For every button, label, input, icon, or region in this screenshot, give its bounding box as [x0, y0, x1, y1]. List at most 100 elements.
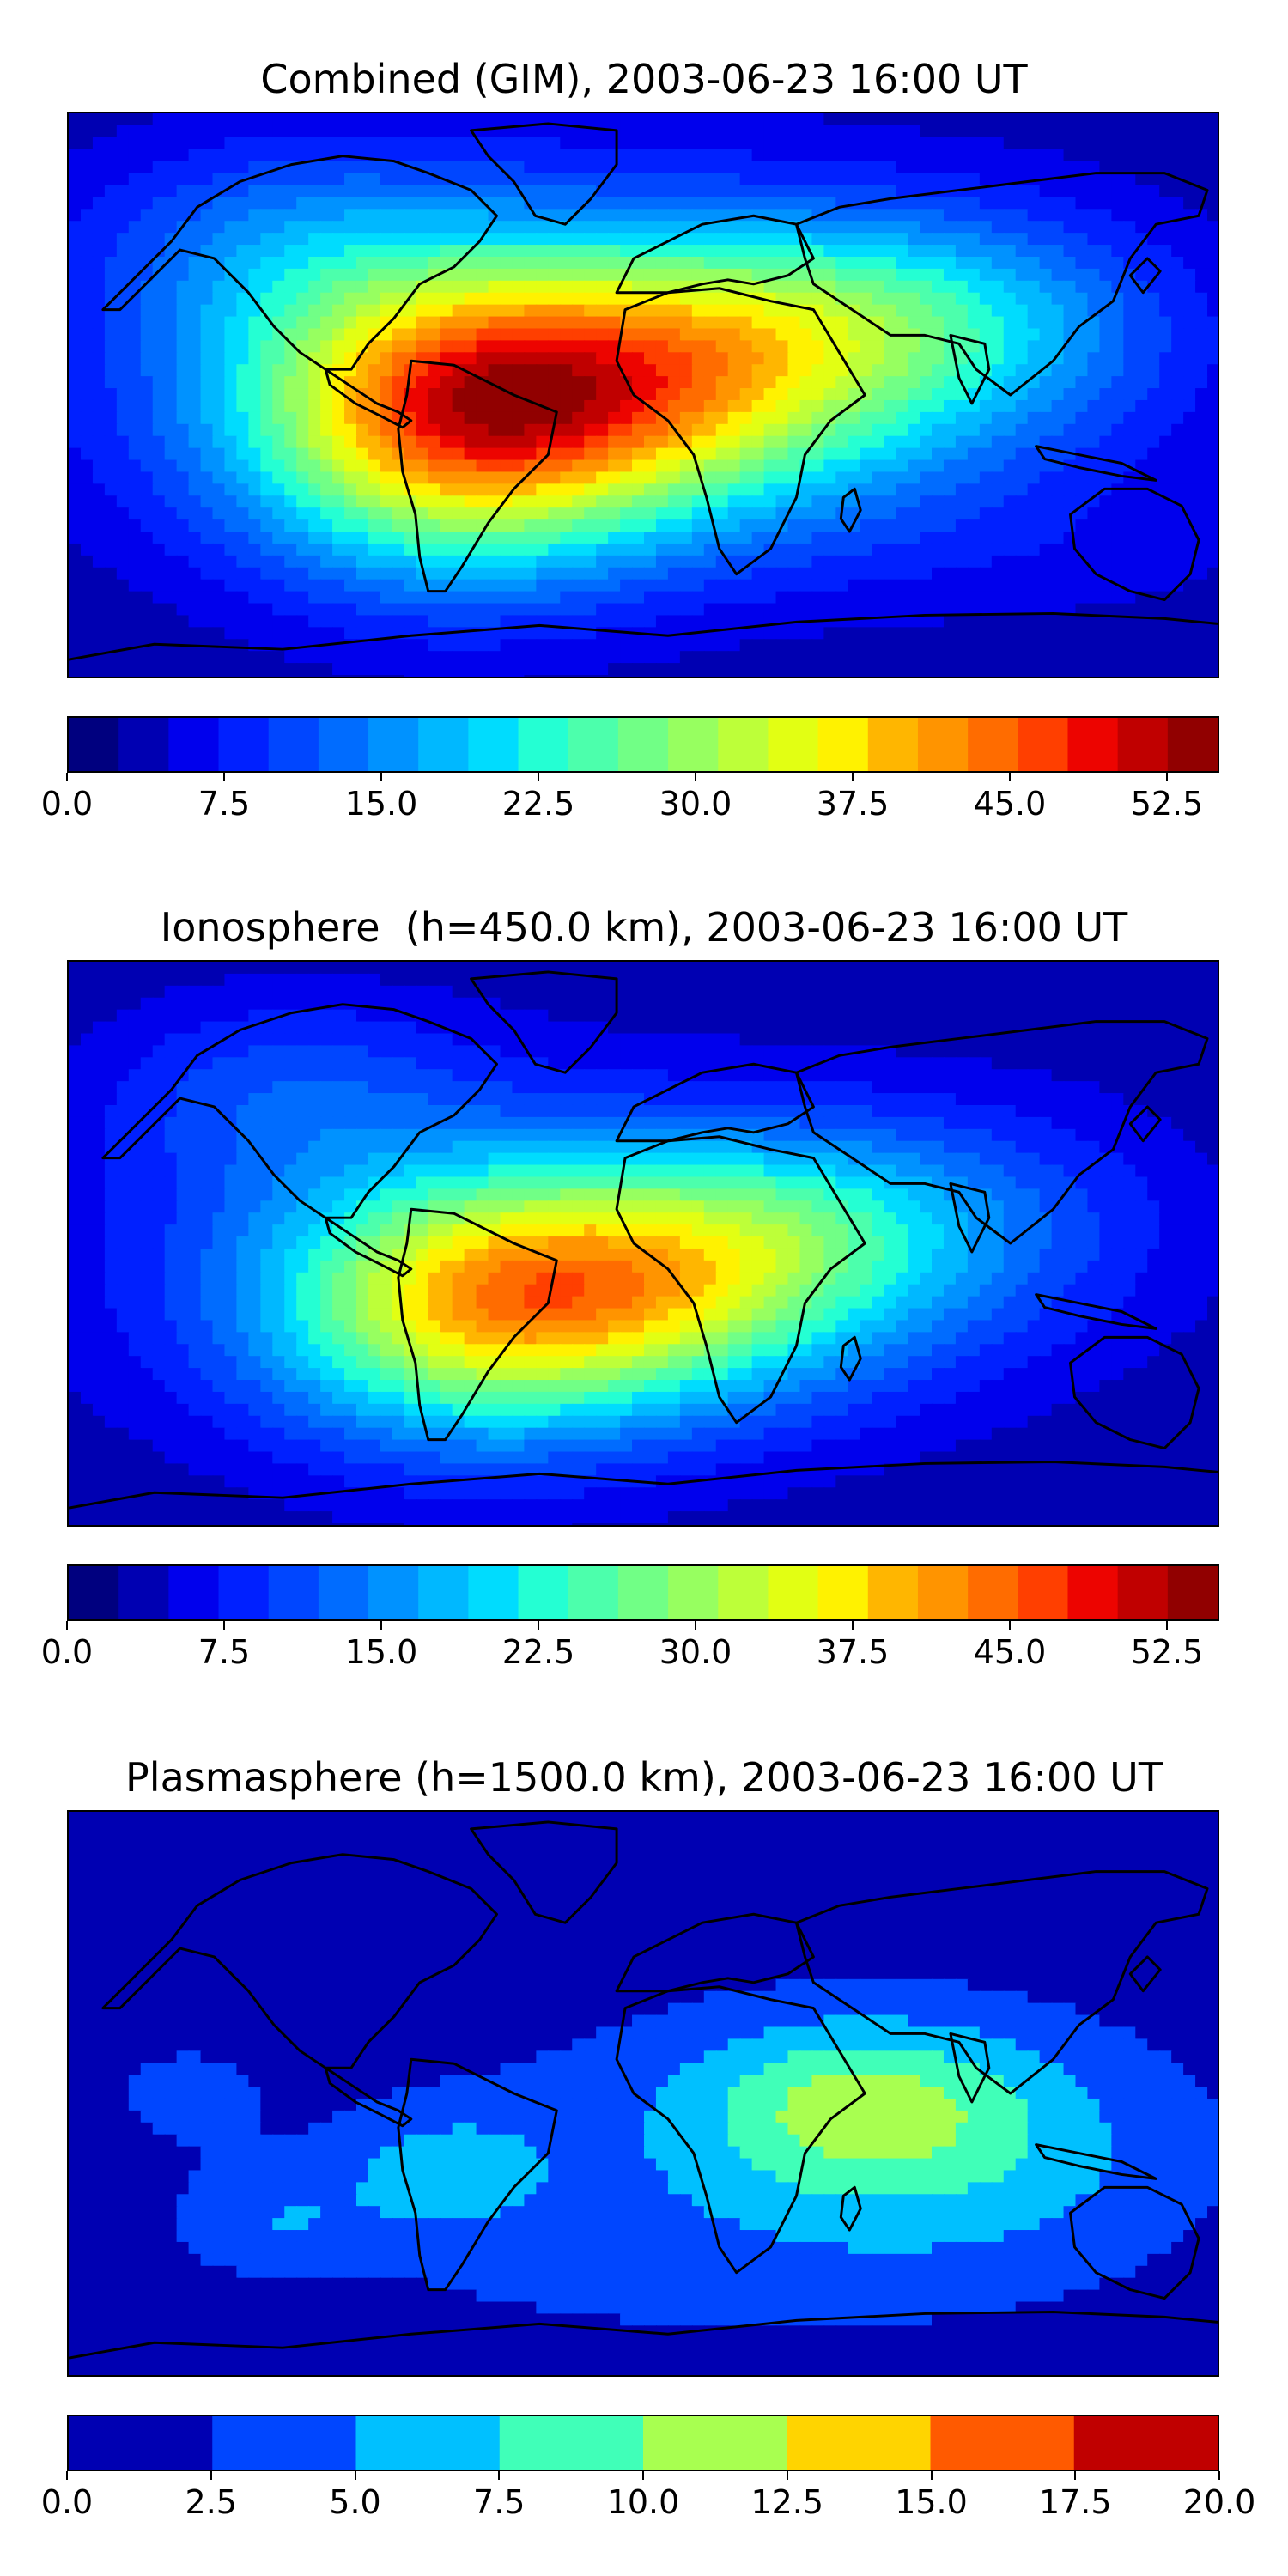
contour-cell: [512, 113, 526, 126]
contour-cell: [272, 627, 286, 641]
contour-cell: [884, 280, 897, 294]
contour-cell: [380, 161, 393, 174]
contour-cell: [104, 364, 118, 378]
contour-cell: [224, 555, 238, 568]
contour-cell: [679, 985, 693, 999]
contour-cell: [500, 532, 513, 544]
contour-cell: [1051, 507, 1065, 521]
contour-cell: [896, 113, 909, 126]
contour-cell: [128, 161, 142, 174]
contour-cell: [884, 185, 897, 198]
contour-cell: [392, 340, 405, 354]
contour-cell: [1123, 663, 1137, 677]
contour-cell: [739, 197, 753, 210]
contour-cell: [811, 495, 825, 509]
contour-cell: [212, 567, 226, 580]
contour-cell: [176, 471, 190, 485]
contour-cell: [380, 340, 393, 354]
contour-cell: [931, 185, 945, 198]
contour-cell: [775, 304, 789, 318]
contour-cell: [200, 675, 214, 677]
contour-cell: [188, 113, 202, 126]
contour-cell: [751, 423, 765, 437]
contour-cell: [200, 125, 214, 138]
contour-cell: [476, 423, 489, 437]
contour-cell: [272, 149, 286, 162]
contour-cell: [212, 328, 226, 342]
contour-cell: [751, 161, 765, 174]
contour-cell: [775, 639, 789, 653]
contour-cell: [908, 985, 921, 999]
contour-cell: [920, 471, 933, 485]
contour-cell: [703, 579, 717, 592]
contour-cell: [608, 471, 622, 485]
contour-cell: [260, 495, 274, 509]
contour-cell: [1111, 125, 1125, 138]
contour-cell: [679, 245, 693, 258]
contour-cell: [1159, 675, 1173, 677]
contour-cell: [236, 675, 250, 677]
contour-cell: [404, 615, 417, 629]
contour-cell: [1075, 532, 1089, 544]
contour-cell: [69, 627, 82, 641]
contour-cell: [655, 149, 669, 162]
contour-cell: [1195, 340, 1209, 354]
contour-cell: [488, 997, 501, 1011]
contour-cell: [1039, 352, 1053, 366]
contour-cell: [344, 125, 357, 138]
contour-cell: [488, 663, 501, 677]
contour-cell: [739, 435, 753, 449]
contour-cell: [1099, 651, 1113, 665]
contour-cell: [392, 639, 405, 653]
contour-cell: [608, 567, 622, 580]
contour-cell: [104, 483, 118, 497]
contour-cell: [1159, 411, 1173, 425]
contour-cell: [464, 340, 477, 354]
contour-cell: [368, 591, 381, 605]
contour-cell: [787, 233, 801, 246]
contour-cell: [1207, 256, 1218, 270]
contour-cell: [560, 340, 574, 354]
contour-cell: [979, 388, 993, 401]
contour-cell: [296, 316, 310, 330]
contour-cell: [835, 388, 849, 401]
contour-cell: [140, 256, 154, 270]
contour-cell: [69, 364, 82, 378]
contour-cell: [1111, 399, 1125, 413]
contour-cell: [500, 591, 513, 605]
contour-cell: [920, 292, 933, 306]
contour-cell: [931, 962, 945, 975]
contour-cell: [884, 173, 897, 186]
contour-cell: [727, 639, 741, 653]
contour-cell: [896, 399, 909, 413]
contour-cell: [1051, 639, 1065, 653]
contour-cell: [655, 399, 669, 413]
contour-cell: [176, 591, 190, 605]
contour-cell: [476, 268, 489, 282]
contour-cell: [368, 639, 381, 653]
contour-cell: [164, 197, 178, 210]
contour-cell: [979, 483, 993, 497]
contour-cell: [1147, 197, 1161, 210]
contour-cell: [116, 532, 130, 544]
contour-cell: [212, 507, 226, 521]
contour-cell: [1051, 137, 1065, 150]
contour-cell: [428, 185, 441, 198]
contour-cell: [1087, 543, 1101, 556]
contour-cell: [296, 567, 310, 580]
contour-cell: [632, 221, 645, 234]
contour-cell: [908, 197, 921, 210]
contour-cell: [1183, 137, 1197, 150]
contour-cell: [572, 316, 586, 330]
contour-cell: [200, 328, 214, 342]
contour-cell: [512, 245, 526, 258]
contour-cell: [715, 328, 729, 342]
contour-cell: [691, 364, 705, 378]
contour-cell: [667, 185, 681, 198]
contour-cell: [80, 567, 94, 580]
contour-cell: [164, 185, 178, 198]
contour-cell: [188, 663, 202, 677]
contour-cell: [727, 233, 741, 246]
contour-cell: [703, 962, 717, 975]
contour-cell: [248, 663, 262, 677]
